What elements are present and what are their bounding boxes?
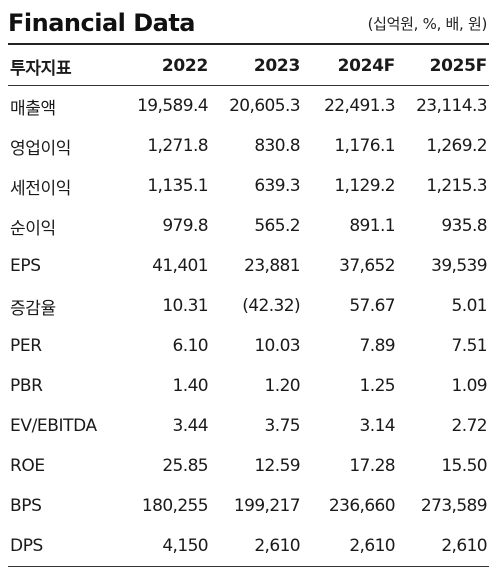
table-cell: 2.72 [451, 416, 488, 436]
table-row: EPS 41,401 23,881 37,652 39,539 [8, 246, 489, 286]
table-cell: 3.75 [264, 416, 301, 436]
table-cell: 1,271.8 [147, 136, 208, 156]
row-label: PER [10, 336, 42, 356]
table-cell: 23,881 [244, 256, 300, 276]
title-bar: Financial Data (십억원, %, 배, 원) [8, 6, 487, 40]
table-cell: 236,660 [328, 496, 396, 516]
table-cell: 23,114.3 [416, 96, 488, 116]
table-cell: 1.25 [359, 376, 396, 396]
table-body: 매출액 19,589.4 20,605.3 22,491.3 23,114.3 … [8, 86, 489, 567]
table-cell: 2,610 [397, 526, 489, 567]
unit-note: (십억원, %, 배, 원) [367, 14, 488, 33]
table-cell: 979.8 [162, 216, 208, 236]
row-label: 세전이익 [10, 178, 71, 199]
table-cell: 891.1 [349, 216, 395, 236]
table-cell: 4,150 [116, 526, 210, 567]
table-row: BPS 180,255 199,217 236,660 273,589 [8, 486, 489, 526]
table-cell: 3.44 [172, 416, 209, 436]
table-cell: 639.3 [254, 176, 300, 196]
row-label: 증감율 [10, 298, 56, 319]
table-cell: 15.50 [441, 456, 487, 476]
table-cell: 199,217 [233, 496, 301, 516]
row-label: DPS [8, 526, 116, 567]
table-row: 매출액 19,589.4 20,605.3 22,491.3 23,114.3 [8, 86, 489, 127]
financial-table: 투자지표 2022 2023 2024F 2025F 매출액 19,589.4 … [8, 47, 489, 567]
table-row: PER 6.10 10.03 7.89 7.51 [8, 326, 489, 366]
row-label: BPS [10, 496, 42, 516]
table-row: 증감율 10.31 (42.32) 57.67 5.01 [8, 286, 489, 326]
table-cell: 565.2 [254, 216, 300, 236]
table-cell: 10.31 [162, 296, 208, 316]
column-header-2023: 2023 [210, 47, 302, 86]
table-cell: 6.10 [172, 336, 209, 356]
table-cell: 830.8 [254, 136, 300, 156]
table-cell: 57.67 [349, 296, 395, 316]
table-cell: 2,610 [302, 526, 397, 567]
row-label: EV/EBITDA [10, 416, 97, 436]
page-title: Financial Data [8, 9, 196, 37]
table-cell: 3.14 [359, 416, 396, 436]
table-cell: 2,610 [210, 526, 302, 567]
table-cell: 1.40 [172, 376, 209, 396]
table-cell: 41,401 [152, 256, 208, 276]
row-label: EPS [10, 256, 41, 276]
table-cell: 1,176.1 [334, 136, 395, 156]
table-cell: 1,135.1 [147, 176, 208, 196]
table-cell: 37,652 [339, 256, 395, 276]
table-cell: 25.85 [162, 456, 208, 476]
row-label: 순이익 [10, 218, 56, 239]
table-cell: 1,129.2 [334, 176, 395, 196]
table-row: ROE 25.85 12.59 17.28 15.50 [8, 446, 489, 486]
table-cell: 7.51 [451, 336, 488, 356]
table-cell: 17.28 [349, 456, 395, 476]
table-cell: 20,605.3 [229, 96, 301, 116]
table-cell: 10.03 [254, 336, 300, 356]
table-cell: 19,589.4 [137, 96, 209, 116]
table-row: DPS 4,150 2,610 2,610 2,610 [8, 526, 489, 567]
table-cell: 180,255 [141, 496, 209, 516]
table-row: EV/EBITDA 3.44 3.75 3.14 2.72 [8, 406, 489, 446]
table-cell: 5.01 [451, 296, 488, 316]
row-label: ROE [10, 456, 45, 476]
column-header-2022: 2022 [116, 47, 210, 86]
table-row: 순이익 979.8 565.2 891.1 935.8 [8, 206, 489, 246]
table-row: 세전이익 1,135.1 639.3 1,129.2 1,215.3 [8, 166, 489, 206]
column-header-2025f: 2025F [397, 47, 489, 86]
table-cell: 1.20 [264, 376, 301, 396]
table-cell: 935.8 [441, 216, 487, 236]
table-row: 영업이익 1,271.8 830.8 1,176.1 1,269.2 [8, 126, 489, 166]
table-cell: 273,589 [420, 496, 488, 516]
table-cell: (42.32) [242, 296, 300, 316]
column-header-indicator: 투자지표 [8, 47, 116, 86]
table-cell: 39,539 [431, 256, 487, 276]
table-cell: 1,215.3 [426, 176, 487, 196]
table-cell: 1,269.2 [426, 136, 487, 156]
table-cell: 7.89 [359, 336, 396, 356]
column-header-2024f: 2024F [302, 47, 397, 86]
row-label: PBR [10, 376, 43, 396]
header-row: 투자지표 2022 2023 2024F 2025F [8, 47, 489, 86]
table-cell: 12.59 [254, 456, 300, 476]
top-rule [8, 43, 489, 45]
row-label: 매출액 [10, 98, 56, 119]
table-row: PBR 1.40 1.20 1.25 1.09 [8, 366, 489, 406]
row-label: 영업이익 [10, 138, 71, 159]
table-cell: 22,491.3 [324, 96, 396, 116]
table-cell: 1.09 [451, 376, 488, 396]
